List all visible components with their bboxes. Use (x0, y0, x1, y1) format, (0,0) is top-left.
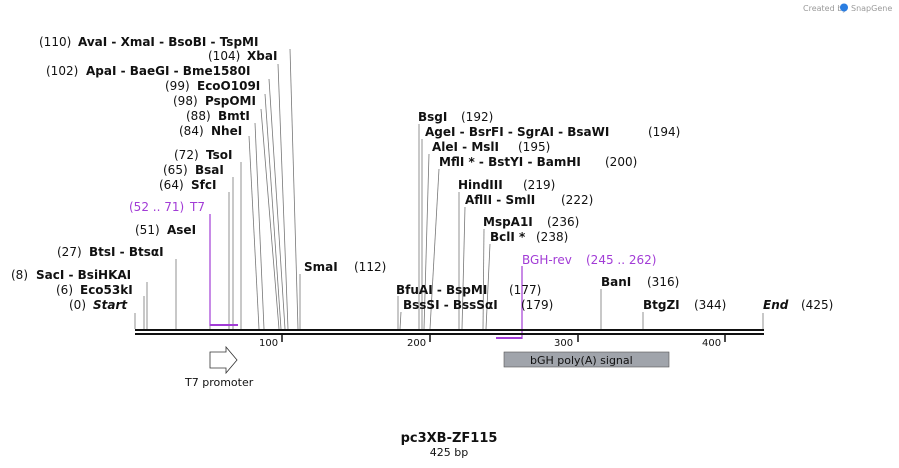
site-position: (0) (69, 298, 86, 312)
site-line (277, 63, 289, 330)
snapgene-logo-icon (840, 3, 848, 12)
site-position: (99) (165, 79, 190, 93)
site-position: (112) (354, 260, 386, 274)
site-line (289, 48, 299, 330)
site-line (248, 135, 260, 330)
site-position: (27) (57, 245, 82, 259)
site-enzymes: SfcI (191, 178, 216, 192)
site-position: (179) (521, 298, 553, 312)
ruler: 100 200 300 400 (259, 335, 726, 349)
site-enzymes: EcoO109I (197, 79, 260, 93)
site-enzymes: TsoI (206, 148, 232, 162)
top-strand (135, 329, 764, 331)
site-enzymes: BsgI (418, 110, 447, 124)
site-line (423, 153, 430, 330)
site-enzymes: BtsI - BtsαI (89, 245, 164, 259)
site-enzymes: Start (93, 298, 128, 312)
bottom-strand (135, 333, 764, 335)
site-enzymes: BclI * (490, 230, 526, 244)
site-line (268, 78, 286, 330)
site-position: (177) (509, 283, 541, 297)
site-position: (425) (801, 298, 833, 312)
site-position: (51) (135, 223, 160, 237)
site-position: (238) (536, 230, 568, 244)
feature-box (503, 351, 670, 368)
site-enzymes: BmtI (218, 109, 250, 123)
site-position: (192) (461, 110, 493, 124)
site-position: (219) (523, 178, 555, 192)
site-enzymes: Eco53kI (80, 283, 133, 297)
site-position: (64) (159, 178, 184, 192)
primer-range: (245 .. 262) (586, 253, 656, 267)
feature-arrow (209, 345, 238, 375)
site-position: (72) (174, 148, 199, 162)
primer-name: BGH-rev (522, 253, 572, 267)
site-position: (200) (605, 155, 637, 169)
map-subtitle: 425 bp (430, 446, 468, 459)
primer-bgh-rev[interactable]: BGH-rev (245 .. 262) (496, 253, 656, 339)
site-line (260, 108, 280, 330)
site-line (254, 122, 265, 330)
site-enzymes: BtgZI (643, 298, 680, 312)
site-enzymes: ApaI - BaeGI - Bme1580I (86, 64, 250, 78)
site-enzymes: BanI (601, 275, 631, 289)
sequence-backbone (135, 329, 764, 335)
site-enzymes: AvaI - XmaI - BsoBI - TspMI (78, 35, 258, 49)
site-enzymes: AleI - MslI (432, 140, 499, 154)
site-enzymes: BsaI (195, 163, 224, 177)
site-enzymes: SmaI (304, 260, 338, 274)
site-position: (98) (173, 94, 198, 108)
site-position: (88) (186, 109, 211, 123)
credit-text: Created by (803, 4, 847, 13)
site-position: (194) (648, 125, 680, 139)
map-title: pc3XB-ZF115 (401, 431, 498, 446)
site-enzymes: PspOMI (205, 94, 256, 108)
site-position: (65) (163, 163, 188, 177)
site-position: (104) (208, 49, 240, 63)
site-position: (344) (694, 298, 726, 312)
site-labels: (0) Start (6) Eco53kI (8) SacI - BsiHKAI… (11, 35, 833, 312)
site-enzymes: NheI (211, 124, 242, 138)
site-enzymes: SacI - BsiHKAI (36, 268, 131, 282)
site-enzymes: MflI * - BstYI - BamHI (439, 155, 581, 169)
site-position: (316) (647, 275, 679, 289)
tick-label: 300 (554, 338, 573, 349)
site-position: (6) (56, 283, 73, 297)
site-enzymes: BssSI - BssSαI (403, 298, 498, 312)
site-line (399, 311, 402, 330)
feature-label: bGH poly(A) signal (530, 354, 633, 367)
credit-brand: SnapGene (851, 4, 892, 13)
site-enzymes: AflII - SmlI (465, 193, 535, 207)
site-line (482, 228, 485, 330)
site-position: (8) (11, 268, 28, 282)
feature-bgh-polya[interactable]: bGH poly(A) signal (503, 351, 670, 368)
feature-t7-promoter[interactable]: T7 promoter (184, 345, 254, 389)
site-enzymes: BfuAI - BspMI (396, 283, 487, 297)
site-position: (102) (46, 64, 78, 78)
site-position: (195) (518, 140, 550, 154)
site-position: (236) (547, 215, 579, 229)
primer-name: T7 (189, 200, 205, 214)
tick-label: 400 (702, 338, 721, 349)
site-line (485, 243, 491, 330)
site-line (264, 93, 282, 330)
site-position: (222) (561, 193, 593, 207)
primer-t7[interactable]: (52 .. 71) T7 (129, 200, 238, 326)
primer-range: (52 .. 71) (129, 200, 184, 214)
feature-label: T7 promoter (184, 376, 254, 389)
site-enzymes: XbaI (247, 49, 277, 63)
site-position: (110) (39, 35, 71, 49)
site-enzymes: MspA1I (483, 215, 533, 229)
site-enzymes: AgeI - BsrFI - SgrAI - BsaWI (425, 125, 609, 139)
tick-label: 100 (259, 338, 278, 349)
site-enzymes: HindIII (458, 178, 503, 192)
site-enzymes: End (763, 298, 789, 312)
tick-label: 200 (407, 338, 426, 349)
site-line (461, 206, 466, 330)
site-enzymes: AseI (167, 223, 196, 237)
site-line (429, 168, 440, 330)
site-position: (84) (179, 124, 204, 138)
